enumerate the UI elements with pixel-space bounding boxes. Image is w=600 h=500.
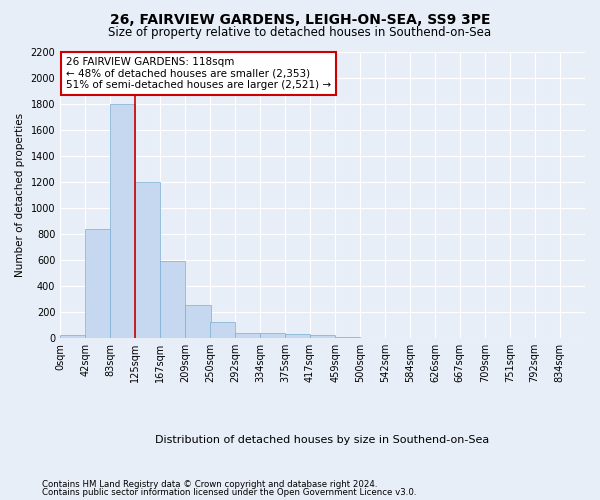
Y-axis label: Number of detached properties: Number of detached properties	[15, 112, 25, 277]
Bar	[285, 334, 310, 338]
Bar	[60, 334, 85, 338]
Text: Size of property relative to detached houses in Southend-on-Sea: Size of property relative to detached ho…	[109, 26, 491, 39]
Text: Contains HM Land Registry data © Crown copyright and database right 2024.: Contains HM Land Registry data © Crown c…	[42, 480, 377, 489]
Bar	[185, 305, 211, 338]
Text: 26 FAIRVIEW GARDENS: 118sqm
← 48% of detached houses are smaller (2,353)
51% of : 26 FAIRVIEW GARDENS: 118sqm ← 48% of det…	[66, 56, 331, 90]
Text: 26, FAIRVIEW GARDENS, LEIGH-ON-SEA, SS9 3PE: 26, FAIRVIEW GARDENS, LEIGH-ON-SEA, SS9 …	[110, 12, 490, 26]
Bar	[135, 182, 160, 338]
Bar	[85, 228, 110, 338]
X-axis label: Distribution of detached houses by size in Southend-on-Sea: Distribution of detached houses by size …	[155, 435, 490, 445]
Bar	[310, 336, 335, 338]
Bar	[110, 104, 135, 338]
Bar	[160, 261, 185, 338]
Bar	[210, 322, 235, 338]
Bar	[260, 334, 286, 338]
Bar	[235, 332, 260, 338]
Text: Contains public sector information licensed under the Open Government Licence v3: Contains public sector information licen…	[42, 488, 416, 497]
